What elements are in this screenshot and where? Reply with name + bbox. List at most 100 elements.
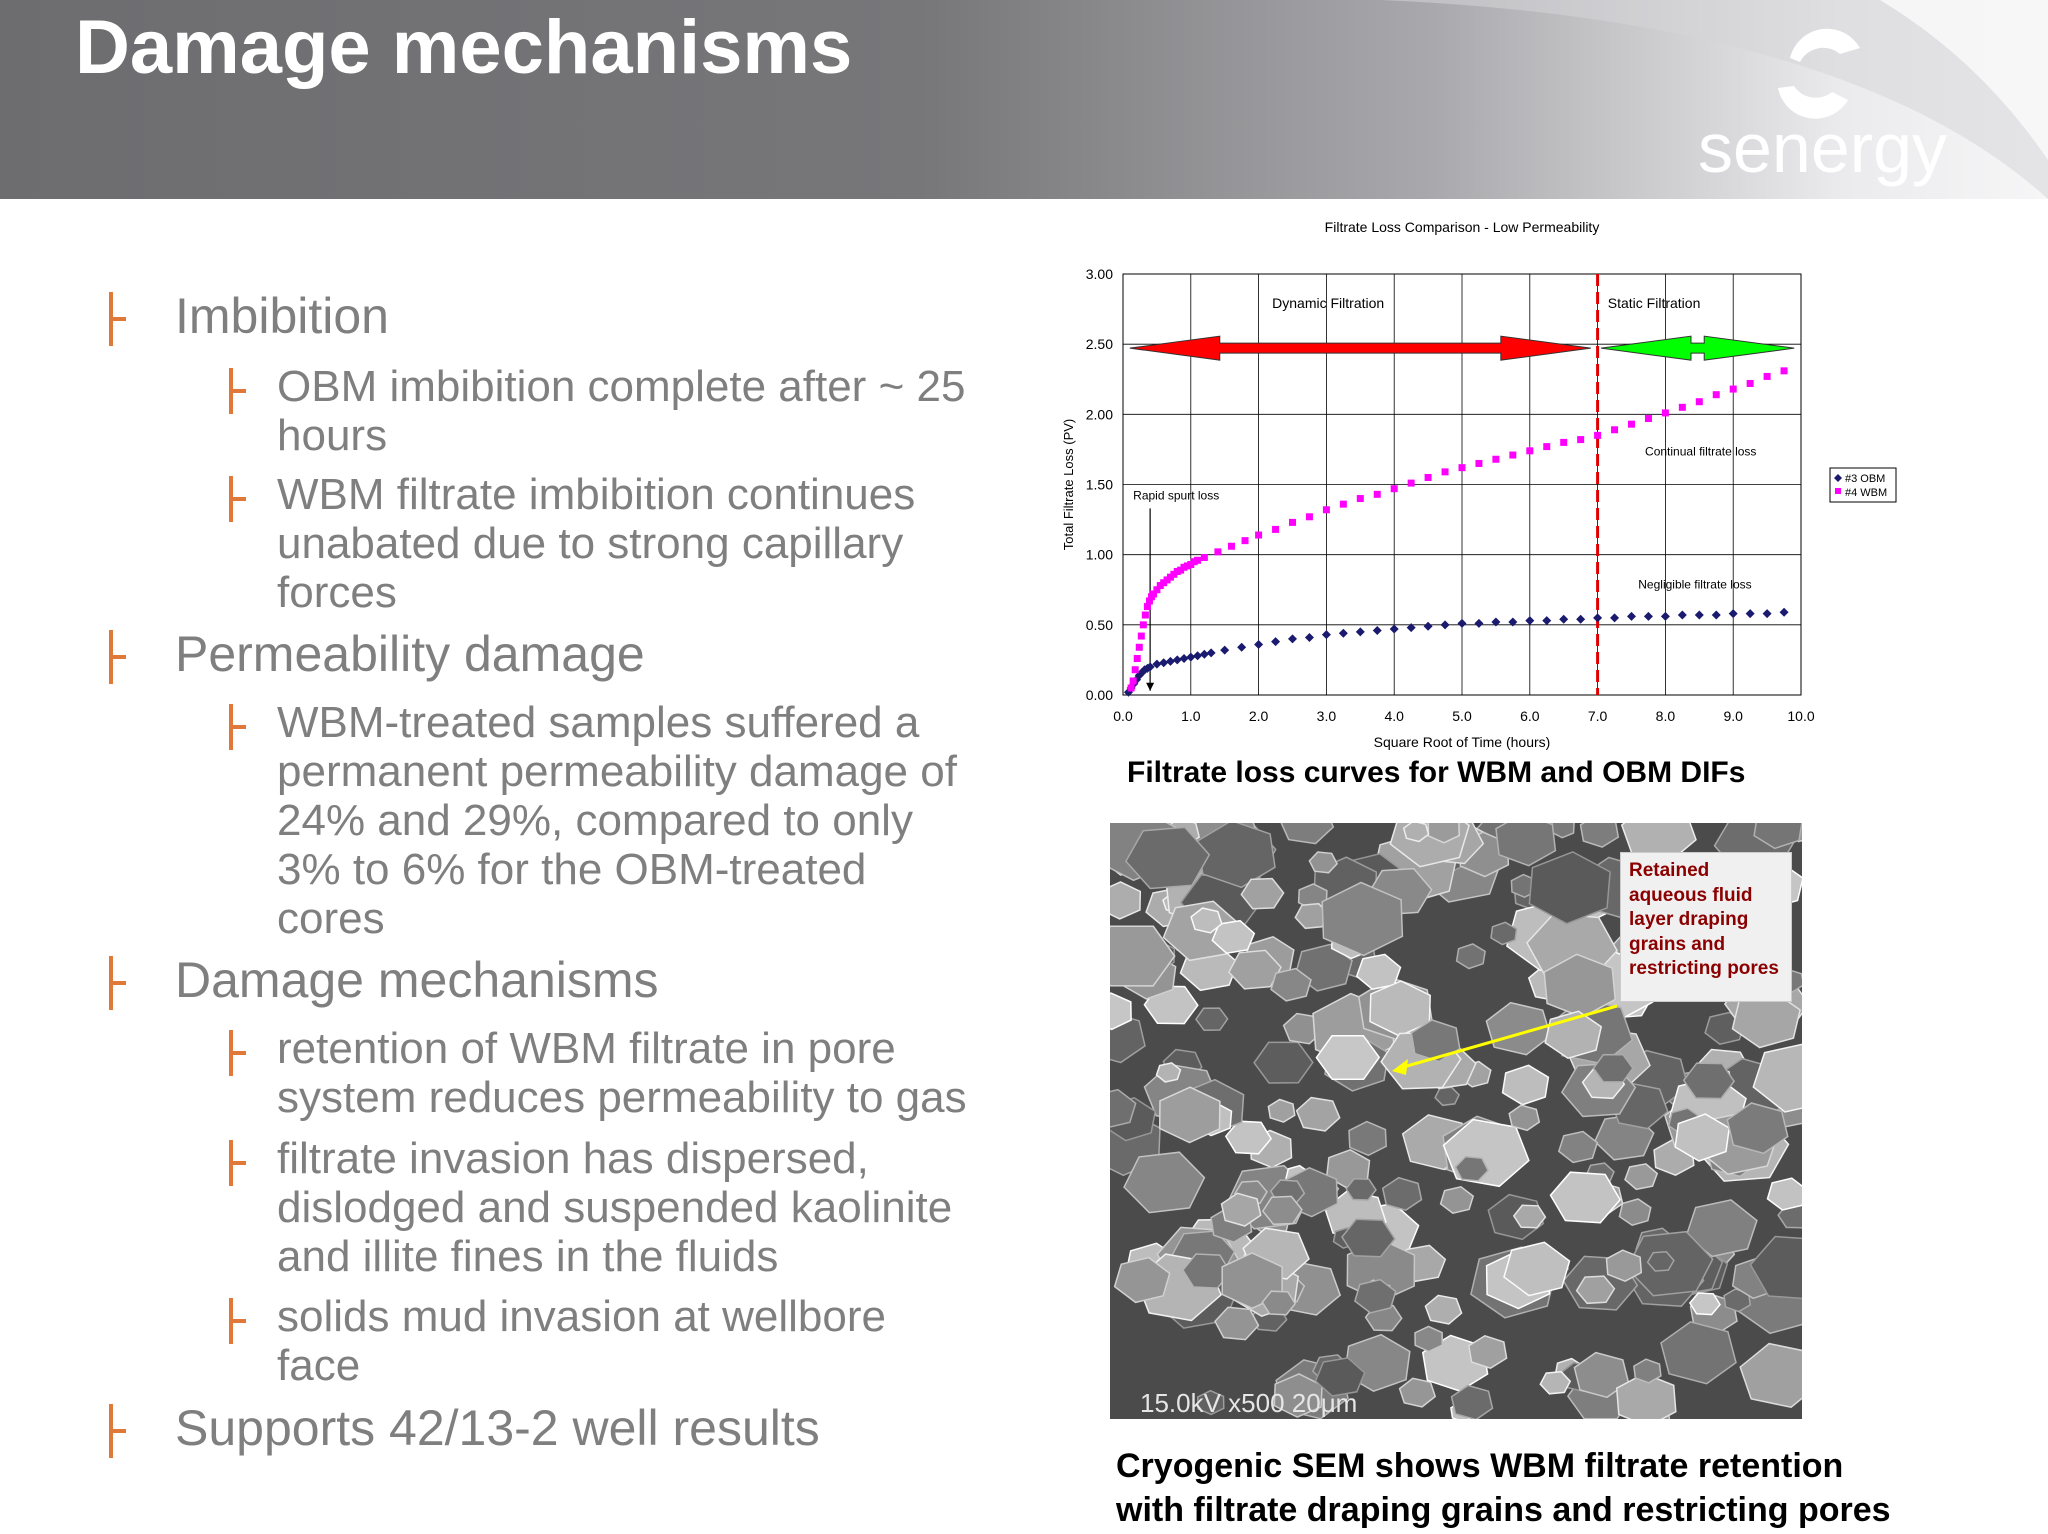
sem-grain <box>1158 1086 1221 1144</box>
sem-grain <box>1181 1253 1232 1289</box>
wbm-data-point <box>1780 367 1788 375</box>
sem-grain <box>1355 953 1402 991</box>
wbm-data-point <box>1373 490 1381 498</box>
obm-data-point <box>1762 609 1772 619</box>
wbm-data-point <box>1356 495 1364 503</box>
obm-data-point <box>1660 611 1670 621</box>
sem-grain <box>1454 1155 1490 1182</box>
sem-grain <box>1618 1198 1652 1227</box>
spurt-loss-label: Rapid spurt loss <box>1133 489 1219 503</box>
obm-data-point <box>1406 623 1416 633</box>
bullet-marker-icon <box>228 1140 246 1186</box>
obm-data-point <box>1288 634 1297 644</box>
obm-data-point <box>1491 617 1501 627</box>
obm-data-point <box>1186 652 1196 662</box>
sem-grain <box>1682 1062 1736 1100</box>
bullet-level2-text: dislodged and suspended kaolinite <box>277 1183 953 1232</box>
sem-grain <box>1110 992 1132 1031</box>
sem-caption-line: Cryogenic SEM shows WBM filtrate retenti… <box>1116 1447 1844 1485</box>
bullet-level2-text: 3% to 6% for the OBM-treated <box>277 845 867 894</box>
sem-texture <box>1110 823 1802 1419</box>
wbm-data-point <box>1526 447 1534 455</box>
sem-grain <box>1325 1148 1371 1189</box>
sem-grain <box>1124 826 1211 890</box>
sem-grain <box>1321 881 1404 957</box>
bullet-level2-text: and illite fines in the fluids <box>277 1232 779 1281</box>
x-tick-label: 9.0 <box>1723 708 1743 724</box>
sem-caption: Cryogenic SEM shows WBM filtrate retenti… <box>1116 1444 1891 1532</box>
wbm-data-point <box>1143 603 1151 611</box>
x-tick-label: 7.0 <box>1588 708 1608 724</box>
sem-grain <box>1410 1019 1461 1063</box>
obm-data-point <box>1271 637 1281 647</box>
obm-data-point <box>1237 642 1247 652</box>
note-line: restricting pores <box>1629 958 1779 979</box>
sem-grain <box>1345 1178 1377 1201</box>
wbm-data-point <box>1661 409 1669 417</box>
x-tick-label: 3.0 <box>1317 708 1337 724</box>
bullet-level2-text: 24% and 29%, compared to only <box>277 796 913 845</box>
obm-data-point <box>1457 618 1467 628</box>
obm-data-point <box>1179 654 1189 664</box>
sem-grain <box>1381 1176 1423 1212</box>
sem-grain <box>1512 1204 1547 1229</box>
sem-grain <box>1197 823 1276 889</box>
spurt-loss-arrowhead <box>1146 682 1155 691</box>
sem-grain <box>1549 1171 1622 1224</box>
bullet-marker-icon <box>108 630 126 684</box>
x-tick-label: 10.0 <box>1787 708 1814 724</box>
wbm-data-point <box>1127 684 1135 692</box>
sem-grain <box>1224 1120 1273 1155</box>
y-tick-label: 1.50 <box>1086 477 1113 493</box>
x-tick-label: 8.0 <box>1656 708 1676 724</box>
wbm-data-point <box>1145 597 1153 605</box>
obm-data-point <box>1389 624 1399 634</box>
sem-grain <box>1450 1384 1494 1419</box>
sem-grain <box>1575 1275 1616 1305</box>
bullet-marker-icon <box>228 368 246 414</box>
sem-grain <box>1354 1278 1397 1314</box>
legend-wbm-label: #4 WBM <box>1845 487 1887 499</box>
obm-data-point <box>1694 610 1704 620</box>
sem-grain <box>1190 907 1223 934</box>
wbm-data-point <box>1322 506 1330 514</box>
bullet-level2-text: cores <box>277 894 385 943</box>
bullet-level2-text: forces <box>277 568 397 617</box>
sem-grain <box>1726 1102 1789 1155</box>
sem-grain <box>1766 1177 1802 1211</box>
chart-svg: Filtrate Loss Comparison - Low Permeabil… <box>1061 219 1897 750</box>
bullet-marker-icon <box>228 1298 246 1344</box>
wbm-data-point <box>1475 459 1483 467</box>
sem-annotation-note: Retained aqueous fluid layer draping grains… <box>1620 852 1792 1002</box>
sem-grain <box>1414 1325 1444 1353</box>
wbm-data-point <box>1695 398 1703 406</box>
dynamic-filtration-arrow <box>1129 335 1591 361</box>
sem-grain <box>1261 1195 1303 1226</box>
obm-data-point <box>1559 614 1569 624</box>
sem-grain <box>1348 1120 1387 1157</box>
wbm-data-point <box>1763 372 1771 380</box>
sem-grain <box>1267 1098 1296 1123</box>
wbm-data-point <box>1227 542 1235 550</box>
sem-grain <box>1439 1185 1475 1215</box>
sem-grain <box>1633 1358 1662 1384</box>
sem-grain <box>1314 1357 1366 1397</box>
negligible-loss-label: Negligible filtrate loss <box>1638 578 1751 592</box>
bullet-level2-text: retention of WBM filtrate in pore <box>277 1024 896 1073</box>
bullet-level1-text: Supports 42/13-2 well results <box>175 1400 820 1456</box>
sem-grain <box>1261 1290 1297 1316</box>
wbm-data-point <box>1214 548 1222 556</box>
sem-grain <box>1308 851 1339 874</box>
y-tick-label: 2.00 <box>1086 406 1113 422</box>
sem-grain <box>1253 1041 1314 1084</box>
sem-grain <box>1195 1007 1229 1031</box>
wbm-data-point <box>1135 643 1143 651</box>
wbm-data-point <box>1305 513 1313 521</box>
dynamic-filtration-label: Dynamic Filtration <box>1272 295 1384 311</box>
wbm-data-point <box>1509 451 1517 459</box>
bullet-marker-icon <box>108 1404 126 1458</box>
wbm-data-point <box>1729 385 1737 393</box>
chart-title: Filtrate Loss Comparison - Low Permeabil… <box>1325 219 1600 235</box>
obm-data-point <box>1440 620 1450 630</box>
sem-grain <box>1660 1321 1737 1385</box>
